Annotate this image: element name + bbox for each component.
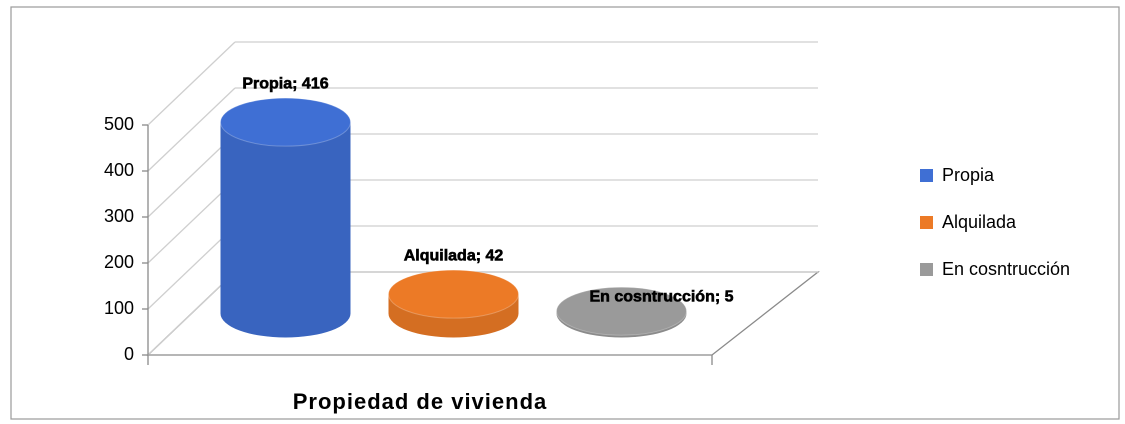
bar-top <box>556 286 687 336</box>
x-axis-title: Propiedad de vivienda <box>293 389 548 414</box>
legend-swatch <box>920 216 933 229</box>
data-label: Alquilada; 42 <box>404 247 504 264</box>
legend-swatch <box>920 169 933 182</box>
legend-label: Alquilada <box>942 212 1017 232</box>
legend-label: Propia <box>942 165 995 185</box>
legend-swatch <box>920 263 933 276</box>
data-label: Propia; 416 <box>242 75 328 92</box>
data-label: En cosntrucción; 5 <box>589 288 733 305</box>
y-tick-label: 500 <box>104 114 134 134</box>
y-tick-label: 100 <box>104 298 134 318</box>
y-tick-label: 0 <box>124 344 134 364</box>
y-tick-label: 300 <box>104 206 134 226</box>
legend-label: En cosntrucción <box>942 259 1070 279</box>
grid-line <box>147 87 236 172</box>
bar-top <box>388 269 519 319</box>
bar <box>220 122 351 338</box>
bar-top <box>220 97 351 147</box>
y-tick-label: 400 <box>104 160 134 180</box>
chart-border <box>10 6 1120 420</box>
y-tick-label: 200 <box>104 252 134 272</box>
grid-line <box>147 41 236 126</box>
